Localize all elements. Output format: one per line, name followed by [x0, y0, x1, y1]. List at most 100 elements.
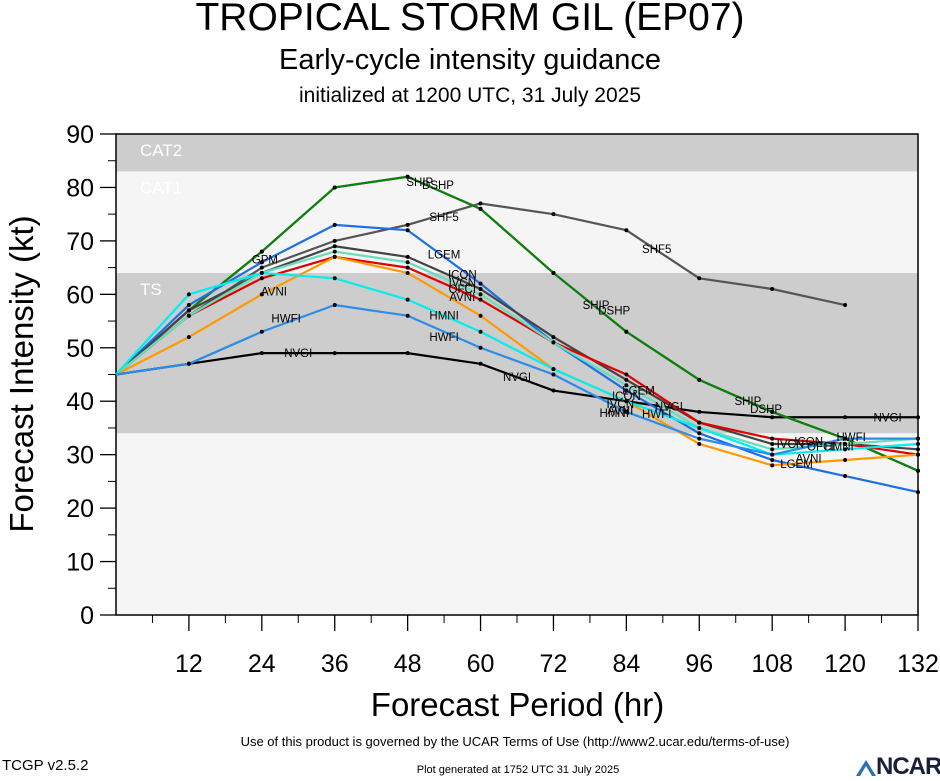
data-point [186, 303, 191, 308]
data-point [405, 174, 410, 179]
y-axis-label: Forecast Intensity (kt) [3, 215, 40, 533]
series-ofci [115, 249, 920, 452]
data-point [405, 260, 410, 265]
model-label-hwfi: HWFI [429, 332, 458, 344]
model-label-ivcn: IVCN [777, 439, 804, 451]
data-point [332, 185, 337, 190]
data-point [624, 388, 629, 393]
data-point [697, 436, 702, 441]
data-point [259, 351, 264, 356]
data-point [624, 377, 629, 382]
series-line-hmni [115, 271, 919, 456]
x-tick-label-108: 108 [751, 650, 793, 678]
model-label-lgem: LGEM [622, 386, 655, 398]
y-tick-label-30: 30 [66, 442, 94, 470]
data-point [697, 431, 702, 436]
x-tick-label-48: 48 [394, 650, 422, 678]
y-tick-label-90: 90 [66, 121, 94, 149]
data-point [332, 351, 337, 356]
model-label-nvgi: NVGI [503, 372, 531, 384]
data-point [697, 409, 702, 414]
y-tick-label-50: 50 [66, 335, 94, 363]
data-point [259, 265, 264, 270]
model-label-hwfi: HWFI [642, 409, 671, 421]
data-point [405, 228, 410, 233]
data-point [624, 329, 629, 334]
category-band-cat1 [116, 171, 918, 273]
data-point [770, 286, 775, 291]
model-label-ivcn: IVCN [607, 399, 634, 411]
ncar-logo-icon [856, 760, 876, 776]
model-label-lgem: LGEM [780, 459, 813, 471]
data-point [259, 276, 264, 281]
data-point [624, 383, 629, 388]
x-axis-label: Forecast Period (hr) [370, 686, 665, 723]
data-point [332, 303, 337, 308]
category-band-label-cat1: CAT1 [140, 178, 182, 197]
plot-generated-time: Plot generated at 1752 UTC 31 July 2025 [416, 764, 620, 776]
data-point [770, 447, 775, 452]
series-gpm [259, 260, 264, 265]
data-point [770, 463, 775, 468]
model-label-hmni: HMNI [429, 311, 458, 323]
data-point [624, 228, 629, 233]
data-point [843, 458, 848, 463]
data-point [770, 458, 775, 463]
model-label-ship: SHIP [583, 300, 610, 312]
x-tick-label-36: 36 [321, 650, 349, 678]
data-point [551, 340, 556, 345]
x-tick-label-12: 12 [175, 650, 203, 678]
category-band-label-cat2: CAT2 [140, 141, 182, 160]
model-label-avni: AVNI [607, 405, 633, 417]
model-label-ivcn: IVCN [449, 278, 476, 290]
data-point [551, 372, 556, 377]
data-point [186, 308, 191, 313]
y-tick-label-10: 10 [66, 549, 94, 577]
data-point [186, 313, 191, 318]
ncar-logo: NCAR [856, 752, 940, 780]
series-line-ivcn [115, 255, 919, 456]
data-point [551, 388, 556, 393]
data-point [551, 270, 556, 275]
data-point [332, 222, 337, 227]
model-label-dshp: DSHP [422, 180, 454, 192]
y-tick-label-60: 60 [66, 281, 94, 309]
model-label-nvgi: NVGI [284, 348, 312, 360]
chart-subtitle: Early-cycle intensity guidance [278, 44, 661, 76]
data-point [916, 490, 920, 495]
model-label-nvgi: NVGI [874, 412, 902, 424]
data-point [332, 244, 337, 249]
data-point [405, 270, 410, 275]
category-band-label-ts: TS [140, 280, 162, 299]
y-tick-label-0: 0 [80, 602, 94, 630]
data-point [770, 409, 775, 414]
data-point [405, 254, 410, 259]
model-label-shf5: SHF5 [429, 212, 458, 224]
data-point [843, 474, 848, 479]
data-point [697, 425, 702, 430]
data-point [916, 436, 920, 441]
data-point [405, 265, 410, 270]
initialization-time: initialized at 1200 UTC, 31 July 2025 [298, 84, 642, 107]
data-point [624, 409, 629, 414]
data-point [478, 329, 483, 334]
data-point [186, 292, 191, 297]
x-tick-label-96: 96 [685, 650, 713, 678]
data-point [186, 335, 191, 340]
model-label-avni: AVNI [261, 287, 287, 299]
data-point [259, 270, 264, 275]
model-label-hwfi: HWFI [271, 313, 300, 325]
terms-of-use-notice: Use of this product is governed by the U… [240, 734, 790, 749]
category-band-cat2 [116, 134, 918, 172]
model-label-dshp: DSHP [598, 305, 630, 317]
data-point [478, 281, 483, 286]
data-point [259, 260, 264, 265]
model-label-shf5: SHF5 [642, 244, 671, 256]
data-point [259, 249, 264, 254]
data-point [770, 415, 775, 420]
data-point [916, 415, 920, 420]
model-label-icon: ICON [794, 436, 823, 448]
data-point [916, 468, 920, 473]
data-point [916, 447, 920, 452]
